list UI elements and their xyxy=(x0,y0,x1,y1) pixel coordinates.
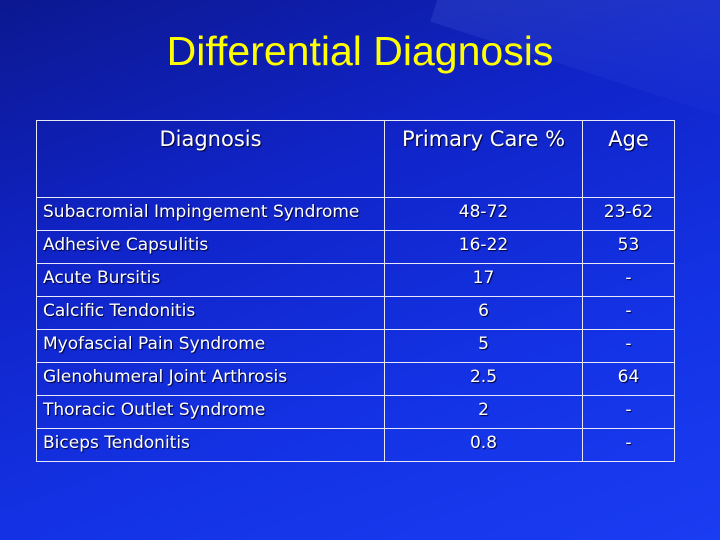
slide-title: Differential Diagnosis xyxy=(166,28,554,74)
table-cell: 48-72 xyxy=(384,197,583,231)
table-cell: 17 xyxy=(384,263,583,297)
table-cell: - xyxy=(582,296,675,330)
header-row: Diagnosis Primary Care % Age xyxy=(36,120,675,198)
table-row: Glenohumeral Joint Arthrosis 2.5 64 xyxy=(36,362,675,396)
table-cell: 6 xyxy=(384,296,583,330)
table-cell: - xyxy=(582,263,675,297)
table-row: Myofascial Pain Syndrome 5- xyxy=(36,329,675,363)
header-cell: Primary Care % xyxy=(384,120,583,198)
table-cell: 2.5 xyxy=(384,362,583,396)
table-cell: Biceps Tendonitis xyxy=(36,428,385,462)
table-row: Calcific Tendonitis 6- xyxy=(36,296,675,330)
table-row: Thoracic Outlet Syndrome 2- xyxy=(36,395,675,429)
header-cell: Diagnosis xyxy=(36,120,385,198)
diagnosis-table: Diagnosis Primary Care % Age Subacromial I… xyxy=(36,120,675,462)
table-cell: 0.8 xyxy=(384,428,583,462)
table-row: Acute Bursitis 17- xyxy=(36,263,675,297)
table-cell: - xyxy=(582,395,675,429)
table-body: Subacromial Impingement Syndrome 48-72 23-… xyxy=(36,197,675,462)
table-row: Biceps Tendonitis 0.8- xyxy=(36,428,675,462)
table-cell: Myofascial Pain Syndrome xyxy=(36,329,385,363)
table-cell: Calcific Tendonitis xyxy=(36,296,385,330)
table-cell: Thoracic Outlet Syndrome xyxy=(36,395,385,429)
table-cell: Adhesive Capsulitis xyxy=(36,230,385,264)
table-cell: Acute Bursitis xyxy=(36,263,385,297)
table-cell: - xyxy=(582,428,675,462)
table-cell: Glenohumeral Joint Arthrosis xyxy=(36,362,385,396)
table-row: Subacromial Impingement Syndrome 48-72 23-… xyxy=(36,197,675,231)
table-cell: 64 xyxy=(582,362,675,396)
table-cell: 53 xyxy=(582,230,675,264)
table-cell: 5 xyxy=(384,329,583,363)
table-cell: 16-22 xyxy=(384,230,583,264)
table-cell: Subacromial Impingement Syndrome xyxy=(36,197,385,231)
table-cell: 2 xyxy=(384,395,583,429)
table-cell: 23-62 xyxy=(582,197,675,231)
table-row: Adhesive Capsulitis 16-22 53 xyxy=(36,230,675,264)
table-cell: - xyxy=(582,329,675,363)
header-cell: Age xyxy=(582,120,675,198)
